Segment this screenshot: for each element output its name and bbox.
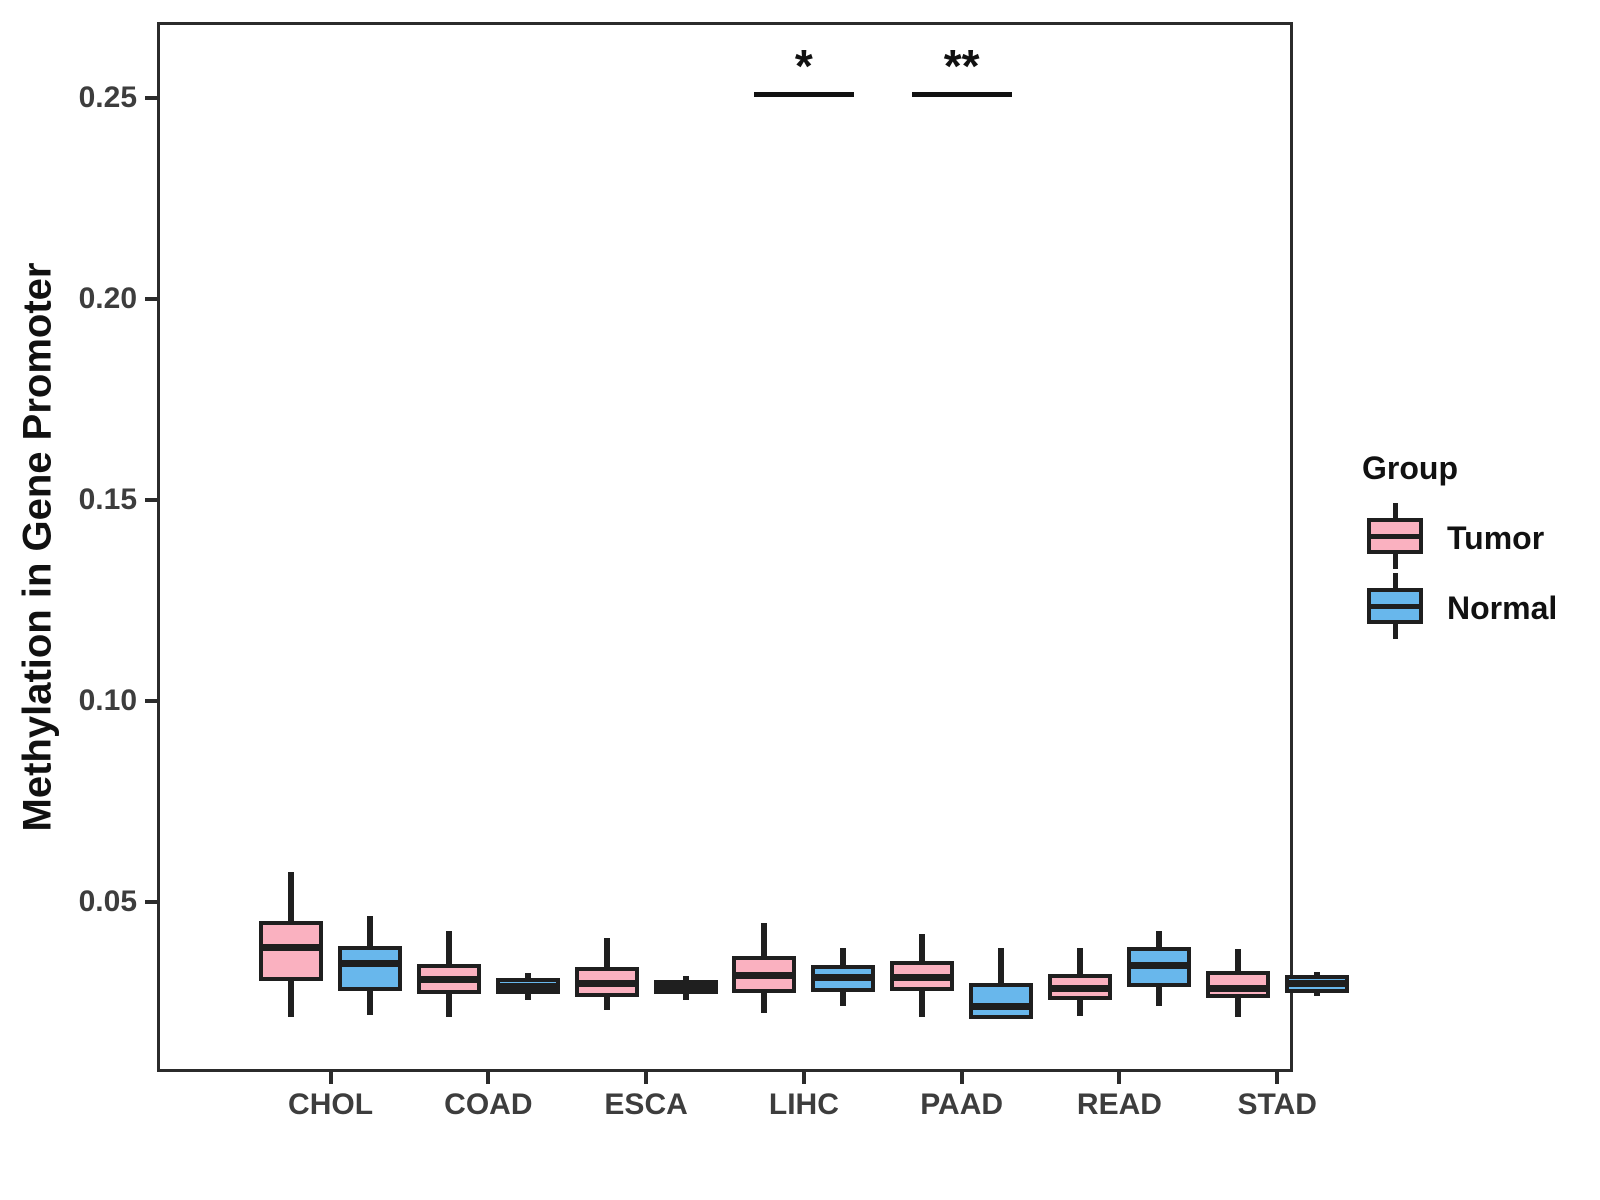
y-tick-label: 0.15	[78, 483, 137, 517]
y-axis-title: Methylation in Gene Promoter	[15, 262, 60, 832]
iqr-box	[1205, 971, 1270, 999]
whisker-lower	[682, 992, 689, 1000]
x-tick-mark	[959, 1072, 964, 1084]
x-tick-mark	[328, 1072, 333, 1084]
x-tick-label-chol: CHOL	[288, 1088, 374, 1121]
whisker-upper	[1155, 930, 1162, 950]
whisker-lower	[1076, 998, 1083, 1017]
whisker-lower	[840, 990, 847, 1007]
x-tick-label-esca: ESCA	[604, 1088, 688, 1121]
y-tick-mark	[145, 498, 157, 503]
whisker-lower	[1234, 996, 1241, 1017]
y-tick-label: 0.20	[78, 282, 137, 316]
legend-entry-normal: Normal	[1340, 573, 1600, 639]
boxplot-key-icon	[1367, 573, 1423, 639]
boxplot-key-icon	[1367, 503, 1423, 569]
whisker-lower	[445, 992, 452, 1017]
whisker-lower	[288, 979, 295, 1017]
whisker-upper	[1313, 972, 1320, 978]
x-tick-mark	[1275, 1072, 1280, 1084]
x-tick-mark	[801, 1072, 806, 1084]
whisker-upper	[288, 871, 295, 923]
significance-line	[911, 92, 1012, 98]
whisker-lower	[919, 988, 926, 1017]
whisker-upper	[840, 947, 847, 968]
x-tick-mark	[486, 1072, 491, 1084]
median-line	[338, 959, 403, 967]
median-line	[653, 983, 718, 991]
median-line	[495, 983, 560, 991]
median-line	[259, 943, 324, 951]
significance-stars: *	[794, 40, 813, 93]
significance-line	[753, 92, 854, 98]
x-tick-label-lihc: LIHC	[768, 1088, 839, 1121]
legend-title: Group	[1362, 450, 1458, 486]
x-tick-mark	[644, 1072, 649, 1084]
median-line	[732, 971, 797, 979]
whisker-upper	[919, 933, 926, 963]
y-tick-label: 0.25	[78, 81, 137, 115]
legend-key-median	[1371, 534, 1419, 539]
x-tick-mark	[1117, 1072, 1122, 1084]
legend: Group Tumor Normal	[1340, 450, 1600, 670]
y-tick-mark	[145, 699, 157, 704]
whisker-upper	[1076, 947, 1083, 976]
legend-key-median	[1371, 604, 1419, 609]
median-line	[811, 973, 876, 981]
median-line	[416, 976, 481, 984]
whisker-upper	[367, 916, 374, 948]
whisker-upper	[682, 975, 689, 983]
y-tick-label: 0.10	[78, 684, 137, 718]
x-tick-label-coad: COAD	[444, 1088, 533, 1121]
iqr-box	[259, 920, 324, 982]
median-line	[1047, 984, 1112, 992]
y-tick-mark	[145, 297, 157, 302]
significance-stars: **	[943, 40, 980, 93]
median-line	[1126, 962, 1191, 970]
whisker-lower	[761, 990, 768, 1013]
whisker-upper	[603, 938, 610, 970]
median-line	[1205, 985, 1270, 993]
whisker-upper	[445, 930, 452, 966]
median-line	[890, 974, 955, 982]
x-tick-label-stad: STAD	[1237, 1088, 1317, 1121]
whisker-upper	[1234, 949, 1241, 974]
whisker-lower	[1313, 991, 1320, 997]
whisker-lower	[1155, 985, 1162, 1007]
whisker-upper	[761, 922, 768, 958]
y-tick-mark	[145, 900, 157, 905]
whisker-upper	[998, 947, 1005, 986]
whisker-lower	[603, 994, 610, 1011]
iqr-box	[338, 945, 403, 991]
whisker-lower	[367, 988, 374, 1016]
whisker-lower	[524, 992, 531, 1000]
x-tick-label-read: READ	[1076, 1088, 1162, 1121]
legend-entry-tumor: Tumor	[1340, 503, 1600, 569]
legend-label: Tumor	[1447, 520, 1545, 556]
legend-label: Normal	[1447, 590, 1558, 626]
iqr-box	[969, 983, 1034, 1019]
median-line	[1284, 980, 1349, 988]
median-line	[574, 980, 639, 988]
whisker-upper	[524, 972, 531, 981]
x-tick-label-paad: PAAD	[920, 1088, 1004, 1121]
plot-panel	[157, 22, 1293, 1072]
y-tick-label: 0.05	[78, 885, 137, 919]
median-line	[969, 1002, 1034, 1010]
y-tick-mark	[145, 96, 157, 101]
